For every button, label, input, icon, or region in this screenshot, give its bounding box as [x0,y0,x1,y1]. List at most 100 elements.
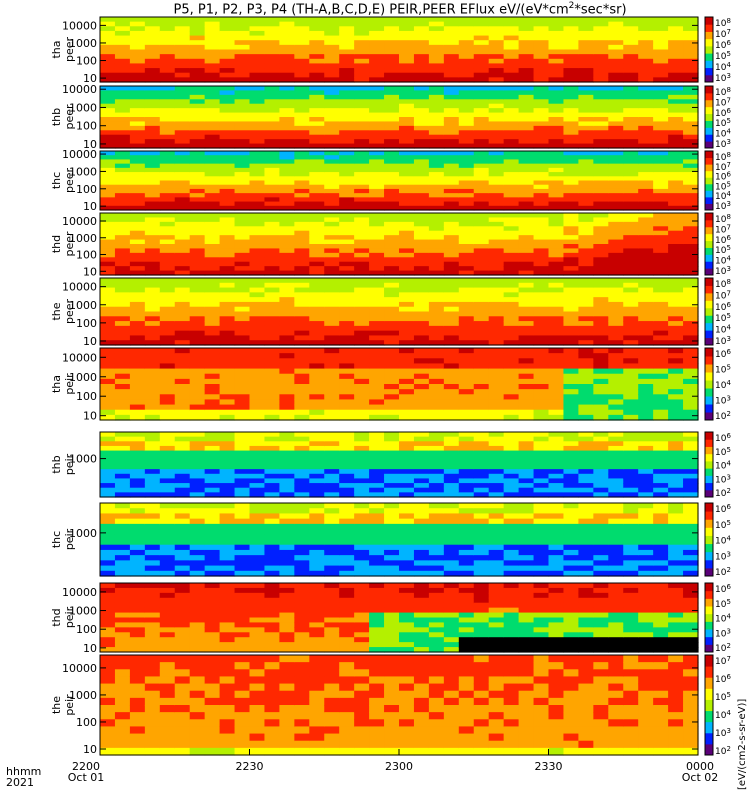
heatmap-cell [503,330,520,337]
heatmap-cell [234,297,251,303]
heatmap-cell [668,117,684,123]
heatmap-cell [174,94,191,100]
heatmap-cell [294,399,310,406]
heatmap-cell [443,117,460,123]
heatmap-cell [503,534,520,541]
heatmap-cell [623,432,639,438]
colorbar-swatch [705,233,713,242]
heatmap-cell [593,94,609,100]
heatmap-cell [443,316,460,322]
heatmap-cell [608,384,624,390]
heatmap-cell [159,602,176,609]
heatmap-cell [174,503,191,509]
heatmap-cell [144,464,161,470]
heatmap-cell [399,316,415,322]
heatmap-cell [533,139,550,145]
heatmap-cell [458,139,475,145]
heatmap-cell [683,373,699,380]
heatmap-cell [428,399,445,406]
heatmap-cell [458,117,475,123]
heatmap-cell [309,478,325,484]
heatmap-cell [668,44,684,51]
heatmap-cell [249,587,266,594]
heatmap-cell [324,565,340,572]
heatmap-cell [129,632,146,638]
heatmap-cell [204,368,221,375]
heatmap-cell [249,565,266,572]
heatmap-cell [324,230,340,236]
heatmap-cell [354,637,370,643]
heatmap-cell [354,399,370,406]
heatmap-cell [638,99,654,105]
heatmap-cell [668,464,684,470]
heatmap-cell [458,404,475,411]
heatmap-cell [159,278,176,284]
heatmap-cell [264,292,280,298]
heatmap-cell [443,121,460,127]
heatmap-cell [354,570,370,577]
heatmap-cell [100,72,116,78]
heatmap-cell [399,503,415,509]
heatmap-cell [578,180,594,186]
heatmap-cell [339,292,355,298]
heatmap-cell [189,503,206,509]
heatmap-cell [219,44,236,51]
heatmap-cell [623,108,639,114]
colorbar-frame [704,431,714,498]
heatmap-cell [279,597,295,604]
heatmap-cell [428,49,445,55]
heatmap-cell [129,544,146,551]
heatmap-cell [473,40,490,46]
heatmap-cell [114,529,131,535]
heatmap-cell [638,72,654,78]
heatmap-cell [473,235,490,241]
heatmap-cell [623,49,639,55]
heatmap-cell [144,492,161,498]
heatmap-cell [548,529,565,535]
heatmap-cell [309,139,325,145]
heatmap-cell [100,539,116,546]
heatmap-cell [354,155,370,161]
heatmap-cell [428,539,445,546]
heatmap-cell [219,297,236,303]
heatmap-cell [100,103,116,109]
heatmap-cell [219,159,236,165]
heatmap-cell [384,139,400,145]
heatmap-cell [593,441,609,447]
heatmap-cell [653,432,669,438]
heatmap-cell [264,384,280,390]
heatmap-cell [428,130,445,136]
heatmap-cell [294,143,310,149]
heatmap-cell [264,587,280,594]
heatmap-cell [189,539,206,546]
heatmap-cell [668,257,684,263]
heatmap-cell [114,139,131,145]
heatmap-cell [279,63,295,69]
heatmap-cell [174,121,191,127]
heatmap-cell [533,464,550,470]
heatmap-cell [653,570,669,577]
heatmap-cell [114,549,131,556]
heatmap-cell [683,63,699,69]
heatmap-cell [324,384,340,390]
heatmap-cell [189,399,206,406]
heatmap-cell [249,409,266,416]
heatmap-cell [503,384,520,390]
heatmap-cell [384,30,400,37]
heatmap-cell [413,414,430,421]
heatmap-cell [189,176,206,182]
heatmap-cell [683,544,699,551]
heatmap-cell [653,348,669,354]
heatmap-cell [548,40,565,46]
heatmap-cell [473,534,490,541]
heatmap-cell [518,321,535,327]
heatmap-cell [563,239,579,245]
heatmap-cell [100,94,116,100]
heatmap-cell [413,21,430,27]
heatmap-cell [548,143,565,149]
heatmap-cell [174,230,191,236]
heatmap-cell [279,353,295,359]
heatmap-cell [189,35,206,41]
heatmap-cell [623,26,639,32]
